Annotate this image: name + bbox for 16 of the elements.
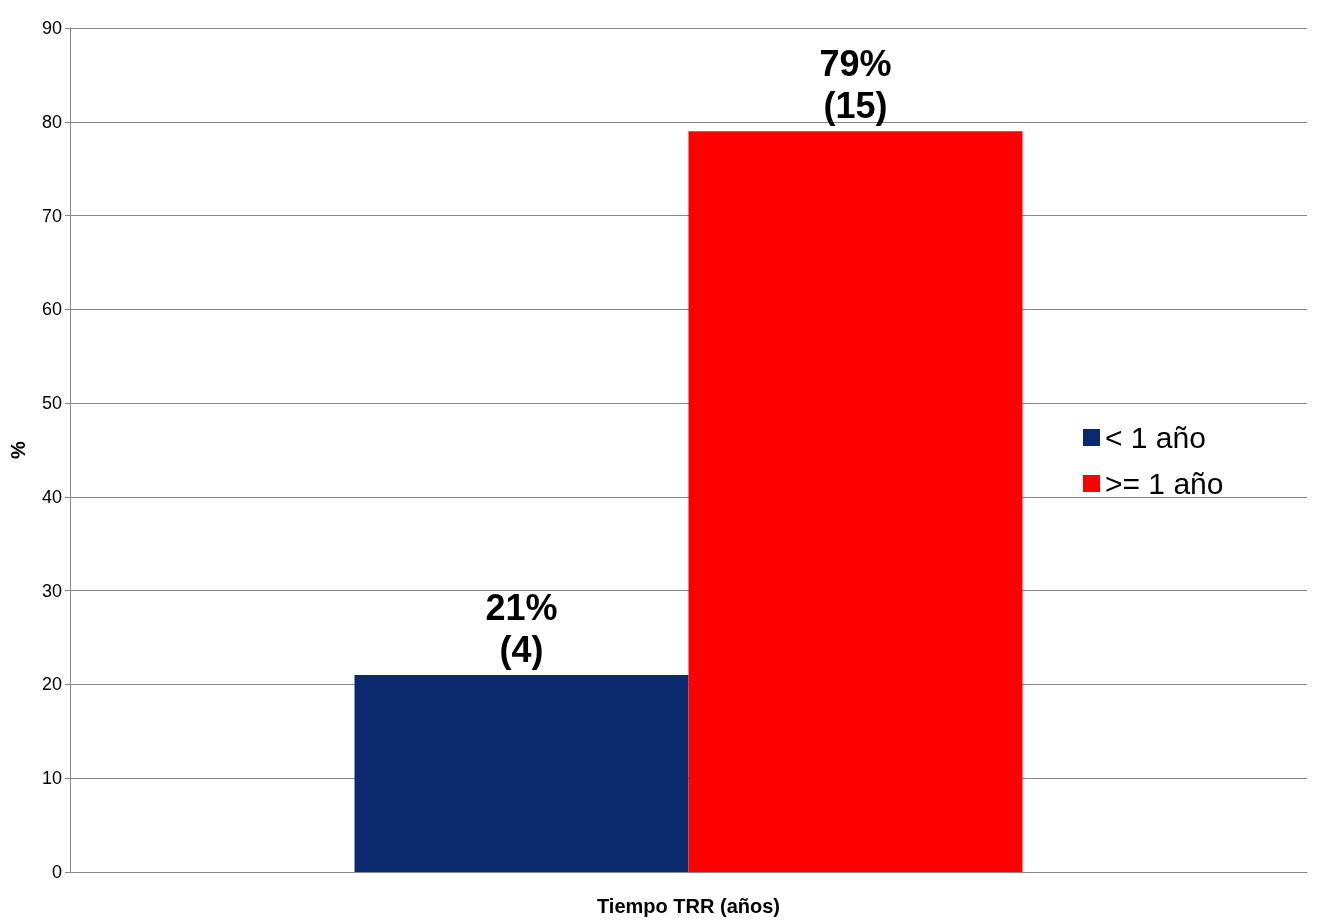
y-tick-label: 50 <box>41 393 62 414</box>
legend-label: < 1 año <box>1105 421 1206 454</box>
y-tick-label: 0 <box>51 862 62 882</box>
y-tick-label: 40 <box>41 486 62 507</box>
y-tick-label: 80 <box>41 111 62 132</box>
legend-label: >= 1 año <box>1105 467 1224 500</box>
y-tick-label: 30 <box>41 580 62 601</box>
y-tick-label: 10 <box>41 768 62 789</box>
y-tick-label: 60 <box>41 299 62 320</box>
y-tick-label: 90 <box>41 18 62 38</box>
data-label: 79% (15) <box>819 42 892 126</box>
y-axis-title: % <box>7 440 29 459</box>
x-axis-title: Tiempo TRR (años) <box>597 895 780 917</box>
data-label: 21% (4) <box>485 586 558 670</box>
y-tick-label: 70 <box>41 205 62 226</box>
y-tick-label: 20 <box>41 674 62 695</box>
